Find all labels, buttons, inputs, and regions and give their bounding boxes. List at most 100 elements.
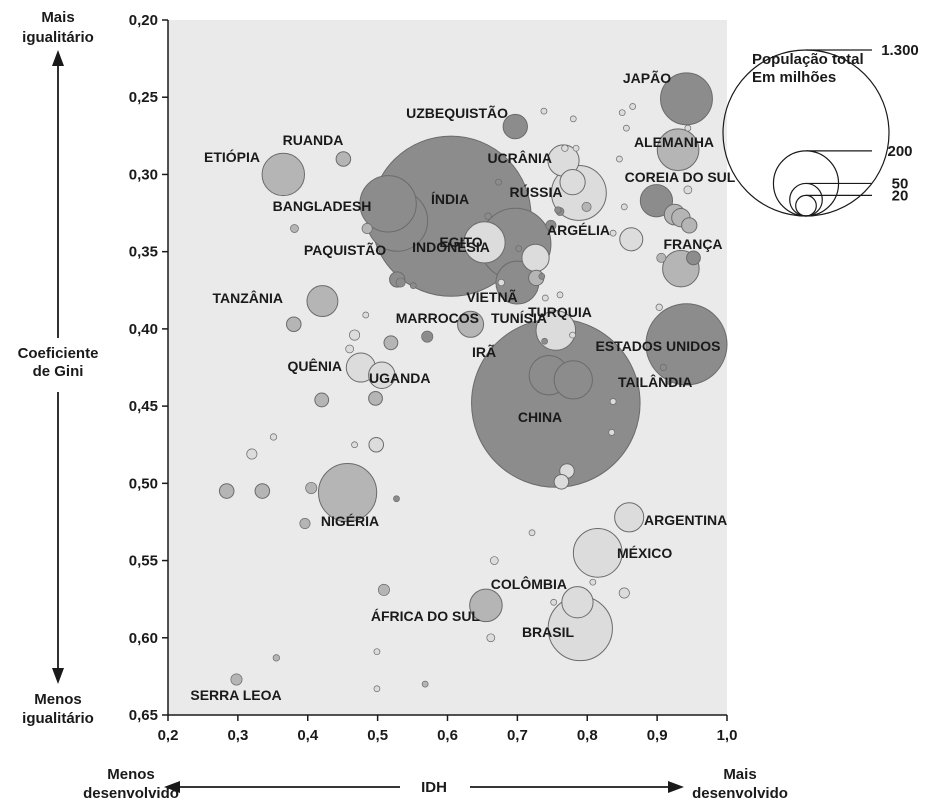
label-fran-a: FRANÇA <box>663 236 722 252</box>
label-tun-sia: TUNÍSIA <box>491 310 547 326</box>
bubble <box>285 316 302 333</box>
down-arrow-icon <box>52 668 64 684</box>
bubble <box>368 436 385 453</box>
more-developed-label-1: Mais <box>723 766 756 783</box>
bubble <box>569 331 576 339</box>
bubble <box>351 441 358 449</box>
label-uganda: UGANDA <box>369 370 430 386</box>
bubble <box>629 103 637 110</box>
bubble <box>409 282 417 289</box>
bubble-marrocos <box>457 310 485 338</box>
bubble-egito <box>463 221 506 264</box>
bubble <box>589 578 597 586</box>
label-estados-unidos: ESTADOS UNIDOS <box>596 338 721 354</box>
more-developed-label-2: desenvolvido <box>692 785 788 802</box>
legend-title-1: População total <box>752 51 864 68</box>
bubble <box>299 517 311 529</box>
bubble <box>569 115 577 123</box>
x-axis-title: IDH <box>421 779 447 796</box>
label-ruanda: RUANDA <box>283 132 344 148</box>
bubble <box>489 556 499 565</box>
label-jap-o: JAPÃO <box>623 69 671 86</box>
bubble <box>561 144 569 152</box>
bubble <box>362 311 370 319</box>
y-tick-label: 0,30 <box>129 166 158 183</box>
legend-circle <box>789 182 823 217</box>
bubble <box>656 252 667 263</box>
up-arrow-icon <box>52 50 64 66</box>
bubble <box>272 654 280 662</box>
label-argentina: ARGENTINA <box>644 512 727 528</box>
bubble <box>686 250 701 266</box>
label-bangladesh: BANGLADESH <box>273 198 372 214</box>
less-equal-label-2: igualitário <box>22 710 94 727</box>
label-paquist-o: PAQUISTÃO <box>304 241 386 258</box>
bubble <box>665 378 673 385</box>
label-marrocos: MARROCOS <box>396 310 479 326</box>
bubble-jap-o <box>660 72 713 126</box>
bubble-serra-leoa <box>230 673 243 686</box>
bubble-eti-pia <box>261 152 306 197</box>
label-m-xico: MÉXICO <box>617 545 672 561</box>
left-arrow-icon <box>164 781 180 793</box>
bubble-argentina <box>614 502 645 533</box>
bubble <box>554 206 562 214</box>
bubble <box>373 648 381 656</box>
less-developed-label-2: desenvolvido <box>83 785 179 802</box>
label-nig-ria: NIGÉRIA <box>321 513 379 529</box>
label-vietn-: VIETNÃ <box>466 288 517 305</box>
more-equal-label-1: Mais <box>41 9 74 26</box>
bubble-bangladesh <box>359 175 417 233</box>
bubble <box>373 685 381 693</box>
bubble <box>541 337 548 345</box>
x-tick-label: 0,2 <box>158 727 179 744</box>
x-tick-label: 0,6 <box>437 727 458 744</box>
label-ucr-nia: UCRÂNIA <box>487 149 552 166</box>
bubble <box>345 344 355 354</box>
bubble <box>484 212 492 220</box>
bubble <box>361 223 373 234</box>
x-tick-label: 0,9 <box>647 727 668 744</box>
bubble-nig-ria <box>317 462 378 523</box>
y-axis-title-2: de Gini <box>33 363 84 380</box>
label-uzbequist-o: UZBEQUISTÃO <box>406 104 508 121</box>
bubble <box>655 303 663 311</box>
label-alemanha: ALEMANHA <box>634 134 714 150</box>
label-turquia: TURQUIA <box>528 304 592 320</box>
bubble-layer <box>218 72 728 693</box>
y-tick-label: 0,60 <box>129 630 158 647</box>
bubble <box>515 245 523 252</box>
bubble <box>620 203 628 211</box>
bubble <box>556 291 564 299</box>
y-tick-label: 0,65 <box>129 707 158 724</box>
x-axis-ticks: 0,2 0,3 0,4 0,5 0,6 0,7 0,8 0,9 1,0 <box>158 715 738 744</box>
x-tick-label: 0,8 <box>577 727 598 744</box>
bubble <box>349 329 361 341</box>
bubble <box>609 398 617 405</box>
y-tick-label: 0,40 <box>129 321 158 338</box>
bubble <box>305 481 318 494</box>
x-tick-label: 0,7 <box>507 727 528 744</box>
bubble <box>421 680 429 688</box>
label--frica-do-sul: ÁFRICA DO SUL <box>371 608 481 624</box>
bubble--frica-do-sul <box>469 588 503 623</box>
bubble <box>545 219 557 231</box>
bubble <box>269 433 278 441</box>
bubble <box>550 598 558 606</box>
y-tick-label: 0,35 <box>129 244 158 261</box>
right-arrow-icon <box>668 781 684 793</box>
bubble-arg-lia <box>521 243 550 272</box>
x-tick-label: 0,3 <box>227 727 248 744</box>
bubble <box>314 392 330 408</box>
bubble <box>681 217 698 234</box>
bubble <box>618 587 630 599</box>
label-coreia-do-sul: COREIA DO SUL <box>625 169 736 185</box>
x-tick-label: 1,0 <box>717 727 738 744</box>
y-tick-label: 0,20 <box>129 12 158 29</box>
bubble <box>246 448 258 460</box>
label--ndia: ÍNDIA <box>431 191 469 207</box>
bubble <box>553 474 570 490</box>
bubble-uganda <box>368 361 396 389</box>
label-layer: CHINA ÍNDIA ESTADOS UNIDOS INDONÉSIA BRASIL P… <box>190 69 735 703</box>
